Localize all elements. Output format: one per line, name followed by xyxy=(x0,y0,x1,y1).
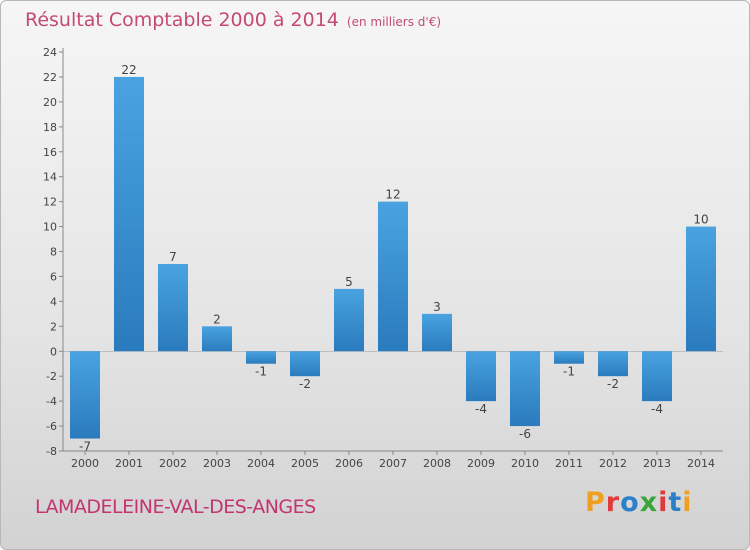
bar xyxy=(422,313,452,352)
x-tick-label: 2005 xyxy=(291,457,319,470)
data-label: 2 xyxy=(213,312,221,326)
y-tick-label: 2 xyxy=(50,320,57,333)
data-label: 3 xyxy=(433,300,441,314)
y-tick-label: 24 xyxy=(43,46,57,59)
bar xyxy=(598,351,628,377)
y-tick-label: -6 xyxy=(46,420,57,433)
chart-subtitle: (en milliers d'€) xyxy=(346,15,442,29)
data-label: -4 xyxy=(651,402,663,416)
y-tick-label: 22 xyxy=(43,71,57,84)
x-tick-label: 2010 xyxy=(511,457,539,470)
logo-letter: r xyxy=(605,487,621,518)
x-tick-label: 2009 xyxy=(467,457,495,470)
y-tick-label: -8 xyxy=(46,445,57,458)
x-tick-label: 2012 xyxy=(599,457,627,470)
data-label: -7 xyxy=(79,440,91,454)
logo-letter: t xyxy=(668,487,683,518)
y-tick-label: 6 xyxy=(50,270,57,283)
x-tick-label: 2002 xyxy=(159,457,187,470)
bar xyxy=(510,351,540,427)
bar xyxy=(246,351,276,364)
data-label: -6 xyxy=(519,427,531,441)
logo-letter: x xyxy=(639,487,659,518)
y-tick-label: 8 xyxy=(50,246,57,259)
bar xyxy=(554,351,584,364)
bar xyxy=(202,326,232,352)
bar xyxy=(642,351,672,402)
logo-letter: i xyxy=(682,487,693,518)
y-tick-label: -2 xyxy=(46,370,57,383)
y-tick-label: 10 xyxy=(43,221,57,234)
data-label: 22 xyxy=(121,63,136,77)
data-label: 7 xyxy=(169,250,177,264)
bar xyxy=(290,351,320,377)
x-tick-label: 2003 xyxy=(203,457,231,470)
x-tick-label: 2013 xyxy=(643,457,671,470)
chart-title: Résultat Comptable 2000 à 2014 (en millie… xyxy=(25,9,441,31)
y-tick-label: -4 xyxy=(46,395,57,408)
bar xyxy=(114,76,144,352)
y-tick-label: 4 xyxy=(50,295,57,308)
y-tick-label: 20 xyxy=(43,96,57,109)
x-tick-label: 2007 xyxy=(379,457,407,470)
logo-letter: P xyxy=(585,487,606,518)
proxiti-logo: Proxiti xyxy=(585,487,693,518)
x-tick-label: 2000 xyxy=(71,457,99,470)
x-tick-label: 2011 xyxy=(555,457,583,470)
bar xyxy=(378,201,408,352)
y-tick-label: 14 xyxy=(43,171,57,184)
y-tick-label: 12 xyxy=(43,196,57,209)
bar xyxy=(466,351,496,402)
logo-letter: i xyxy=(658,487,669,518)
data-label: -2 xyxy=(299,377,311,391)
data-label: 12 xyxy=(385,188,400,202)
y-tick-label: 18 xyxy=(43,121,57,134)
x-tick-label: 2008 xyxy=(423,457,451,470)
chart-title-text: Résultat Comptable 2000 à 2014 xyxy=(25,9,339,31)
commune-name: LAMADELEINE-VAL-DES-ANGES xyxy=(35,496,316,518)
x-tick-label: 2006 xyxy=(335,457,363,470)
bar xyxy=(334,288,364,352)
x-tick-label: 2014 xyxy=(687,457,715,470)
y-tick-label: 16 xyxy=(43,146,57,159)
y-tick-label: 0 xyxy=(50,345,57,358)
bar xyxy=(158,263,188,352)
x-tick-label: 2004 xyxy=(247,457,275,470)
bar xyxy=(70,351,100,439)
bar xyxy=(686,226,716,352)
data-label: 10 xyxy=(693,213,708,227)
data-label: -1 xyxy=(255,365,267,379)
data-label: -4 xyxy=(475,402,487,416)
data-label: 5 xyxy=(345,275,353,289)
data-label: -1 xyxy=(563,365,575,379)
logo-letter: o xyxy=(620,487,640,518)
x-tick-label: 2001 xyxy=(115,457,143,470)
data-label: -2 xyxy=(607,377,619,391)
